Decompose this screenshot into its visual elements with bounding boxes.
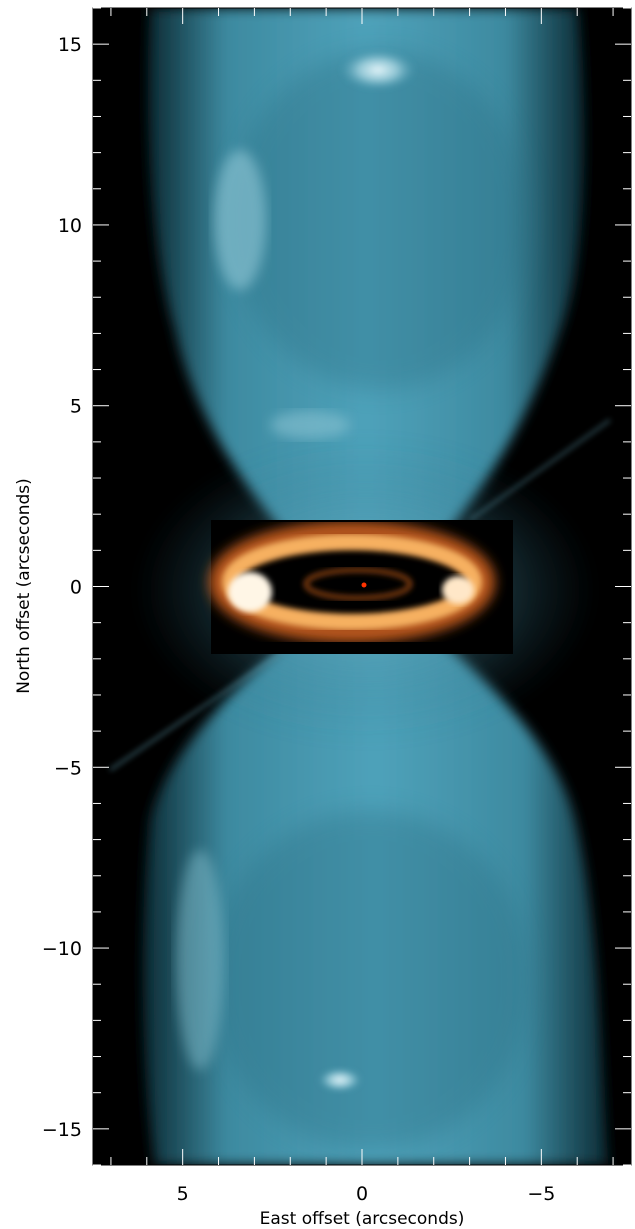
y-tick-label: 5	[70, 396, 82, 418]
ring-outer-glow	[209, 521, 495, 643]
y-tick-label: −5	[54, 757, 82, 779]
y-tick-label: 10	[58, 215, 82, 237]
plot-axes: 5 0 −5 15 10 5 0 −5 −10 −15 East offset (arcsecond…	[14, 7, 632, 1229]
ring-inner-structure	[303, 567, 413, 601]
upper-knot	[340, 50, 416, 90]
inner-wisp	[270, 411, 350, 439]
x-tick-label: 5	[177, 1183, 189, 1205]
y-axis-title: North offset (arcseconds)	[14, 478, 34, 694]
center-star	[361, 582, 367, 588]
y-tick-label: −10	[42, 938, 82, 960]
x-axis-title: East offset (arcseconds)	[260, 1209, 465, 1229]
lower-knot	[318, 1068, 362, 1092]
jet-streak	[109, 638, 301, 772]
x-tick-label: −5	[527, 1183, 555, 1205]
nebula-image	[93, 8, 631, 1165]
ring-inset	[209, 521, 495, 643]
lower-left-filament	[176, 850, 224, 1070]
ring-bright-left	[228, 572, 272, 612]
ring-bright-right	[442, 576, 474, 604]
x-tick-label: 0	[356, 1183, 368, 1205]
upper-left-filament	[214, 150, 266, 290]
lower-lobe-shade	[210, 810, 530, 1150]
jet-streak-2	[469, 418, 611, 522]
y-tick-label: −15	[42, 1119, 82, 1141]
y-tick-label: 15	[58, 34, 82, 56]
y-tick-label: 0	[70, 577, 82, 599]
upper-lobe-shade	[230, 50, 530, 390]
ring	[222, 534, 482, 630]
